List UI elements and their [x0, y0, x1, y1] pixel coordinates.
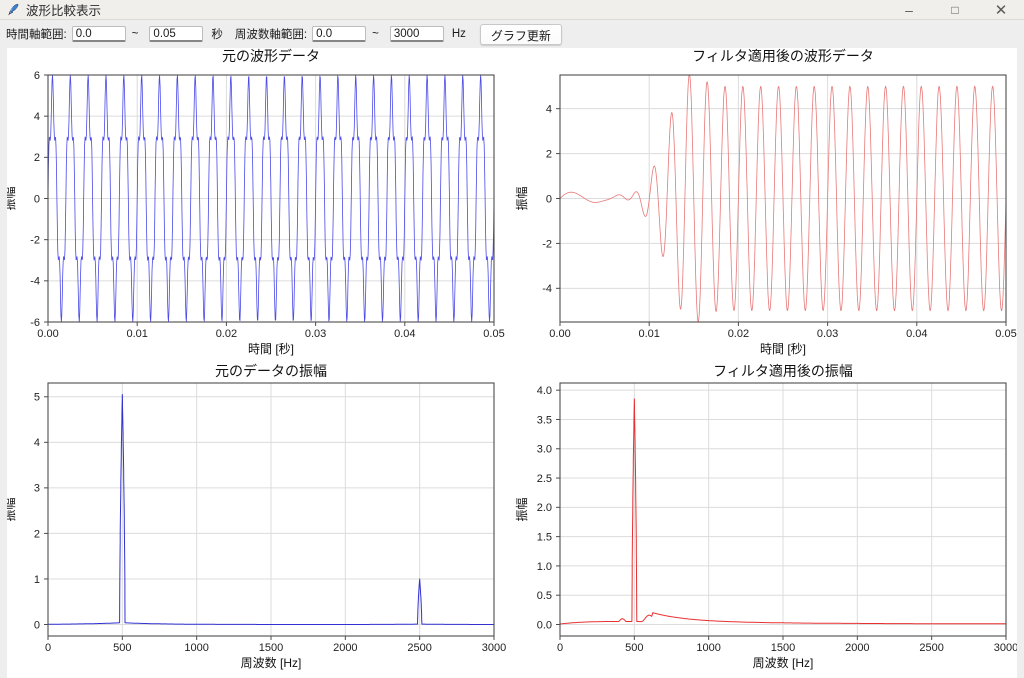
svg-text:0.01: 0.01 [126, 328, 147, 340]
svg-text:時間 [秒]: 時間 [秒] [248, 342, 294, 356]
svg-text:1000: 1000 [184, 642, 208, 654]
svg-text:0.0: 0.0 [537, 619, 552, 631]
svg-text:3: 3 [34, 483, 40, 495]
svg-text:0: 0 [45, 642, 51, 654]
svg-text:3.0: 3.0 [537, 444, 552, 456]
svg-text:2500: 2500 [919, 642, 943, 654]
svg-text:0: 0 [34, 193, 40, 205]
svg-text:4: 4 [546, 104, 552, 116]
svg-text:1000: 1000 [696, 642, 720, 654]
svg-text:0: 0 [546, 193, 552, 205]
svg-text:-2: -2 [542, 238, 552, 250]
svg-text:0.02: 0.02 [216, 328, 237, 340]
svg-text:2: 2 [34, 152, 40, 164]
svg-text:1500: 1500 [771, 642, 795, 654]
svg-text:2.0: 2.0 [537, 502, 552, 514]
svg-text:0.05: 0.05 [483, 328, 504, 340]
svg-text:0: 0 [34, 619, 40, 631]
svg-text:3.5: 3.5 [537, 414, 552, 426]
svg-text:-4: -4 [542, 283, 552, 295]
svg-text:1.0: 1.0 [537, 561, 552, 573]
svg-text:500: 500 [625, 642, 643, 654]
svg-text:2.5: 2.5 [537, 473, 552, 485]
svg-text:振幅: 振幅 [514, 497, 529, 521]
svg-text:5: 5 [34, 392, 40, 404]
svg-text:-6: -6 [30, 317, 40, 329]
svg-text:0.03: 0.03 [817, 328, 838, 340]
svg-text:1500: 1500 [259, 642, 283, 654]
svg-text:0.00: 0.00 [37, 328, 58, 340]
svg-text:2: 2 [34, 528, 40, 540]
svg-text:フィルタ適用後の波形データ: フィルタ適用後の波形データ [692, 48, 874, 64]
svg-text:4: 4 [34, 111, 40, 123]
svg-text:0.04: 0.04 [394, 328, 415, 340]
svg-text:0.02: 0.02 [728, 328, 749, 340]
svg-text:0: 0 [557, 642, 563, 654]
svg-text:時間 [秒]: 時間 [秒] [760, 342, 806, 356]
svg-text:4.0: 4.0 [537, 385, 552, 397]
svg-text:2000: 2000 [845, 642, 869, 654]
svg-text:-4: -4 [30, 276, 40, 288]
svg-text:3000: 3000 [994, 642, 1018, 654]
svg-text:フィルタ適用後の振幅: フィルタ適用後の振幅 [713, 363, 853, 379]
svg-text:0.04: 0.04 [906, 328, 927, 340]
svg-text:1.5: 1.5 [537, 531, 552, 543]
svg-text:2500: 2500 [407, 642, 431, 654]
svg-text:周波数 [Hz]: 周波数 [Hz] [241, 655, 302, 670]
svg-text:0.5: 0.5 [537, 590, 552, 602]
svg-text:0.03: 0.03 [305, 328, 326, 340]
svg-text:振幅: 振幅 [514, 186, 529, 210]
svg-text:周波数 [Hz]: 周波数 [Hz] [753, 655, 814, 670]
svg-text:500: 500 [113, 642, 131, 654]
svg-text:0.05: 0.05 [995, 328, 1016, 340]
svg-text:0.01: 0.01 [638, 328, 659, 340]
svg-text:2000: 2000 [333, 642, 357, 654]
svg-text:3000: 3000 [482, 642, 506, 654]
svg-text:6: 6 [34, 70, 40, 82]
svg-text:0.00: 0.00 [549, 328, 570, 340]
svg-text:2: 2 [546, 148, 552, 160]
svg-text:4: 4 [34, 437, 40, 449]
svg-text:-2: -2 [30, 235, 40, 247]
svg-text:元の波形データ: 元の波形データ [222, 48, 320, 64]
svg-text:元のデータの振幅: 元のデータの振幅 [215, 363, 327, 379]
svg-text:1: 1 [34, 574, 40, 586]
